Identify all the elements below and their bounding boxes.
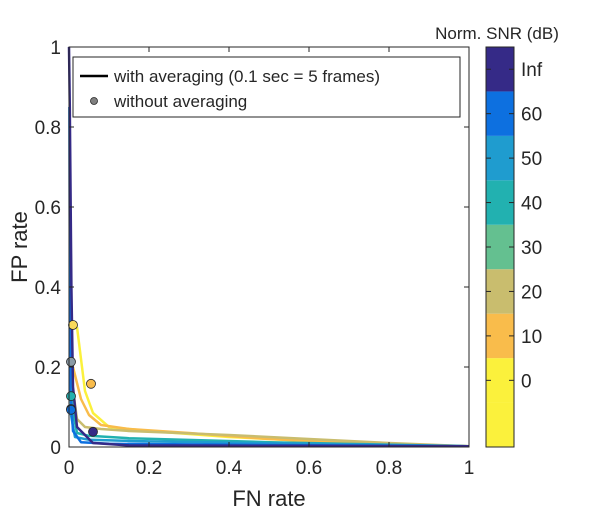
colorbar-tick-label: 10 bbox=[521, 327, 542, 348]
y-tick-label: 0.4 bbox=[35, 278, 62, 299]
colorbar-tick-label: 40 bbox=[521, 194, 542, 215]
series-line bbox=[68, 166, 470, 448]
colorbar-tick-label: 60 bbox=[521, 105, 542, 126]
x-tick-label: 0.4 bbox=[216, 458, 243, 479]
y-axis-label: FP rate bbox=[7, 211, 32, 283]
colorbar-tick-label: 20 bbox=[521, 282, 542, 303]
series-line bbox=[69, 374, 470, 448]
y-tick-label: 1 bbox=[50, 38, 61, 59]
series-line bbox=[68, 206, 470, 448]
colorbar-tick-label: 50 bbox=[521, 149, 542, 170]
y-tick-label: 0.8 bbox=[35, 118, 61, 139]
colorbar: Norm. SNR (dB) 0 10 20 30 40 50 60 Inf bbox=[435, 24, 559, 448]
x-tick-label: 0 bbox=[64, 458, 75, 479]
series-line bbox=[67, 46, 470, 448]
colorbar-tick-label: Inf bbox=[521, 60, 543, 81]
data-point bbox=[66, 391, 76, 402]
x-tick-label: 0.2 bbox=[136, 458, 162, 479]
x-axis-label: FN rate bbox=[232, 486, 305, 511]
legend-entry-label: with averaging (0.1 sec = 5 frames) bbox=[113, 67, 380, 86]
legend-entry-label: without averaging bbox=[113, 92, 247, 111]
legend-dot-swatch bbox=[90, 97, 98, 105]
data-point bbox=[86, 378, 96, 389]
x-tick-label: 1 bbox=[464, 458, 475, 479]
colorbar-bands: 0 10 20 30 40 50 60 Inf bbox=[485, 46, 543, 448]
ticks-layer: 0 0.2 0.4 0.6 0.8 1 0 0.2 0.4 0.6 0.8 1 bbox=[35, 38, 475, 479]
axes-box bbox=[68, 46, 470, 448]
legend: with averaging (0.1 sec = 5 frames) with… bbox=[72, 56, 461, 118]
colorbar-tick-label: 0 bbox=[521, 371, 532, 392]
legend-box bbox=[72, 56, 461, 118]
series-line bbox=[71, 366, 470, 448]
x-tick-label: 0.6 bbox=[296, 458, 322, 479]
data-point bbox=[68, 320, 78, 330]
y-tick-label: 0.2 bbox=[35, 358, 61, 379]
y-tick-label: 0 bbox=[50, 438, 61, 459]
colorbar-tick-label: 30 bbox=[521, 238, 542, 259]
data-point bbox=[66, 356, 76, 367]
colorbar-band bbox=[486, 402, 514, 447]
x-tick-label: 0.8 bbox=[376, 458, 402, 479]
data-point bbox=[66, 404, 76, 415]
y-tick-label: 0.6 bbox=[35, 198, 61, 219]
data-point bbox=[88, 426, 98, 437]
colorbar-title: Norm. SNR (dB) bbox=[435, 24, 559, 43]
colorbar-frame bbox=[485, 46, 515, 448]
series-line bbox=[68, 106, 470, 448]
